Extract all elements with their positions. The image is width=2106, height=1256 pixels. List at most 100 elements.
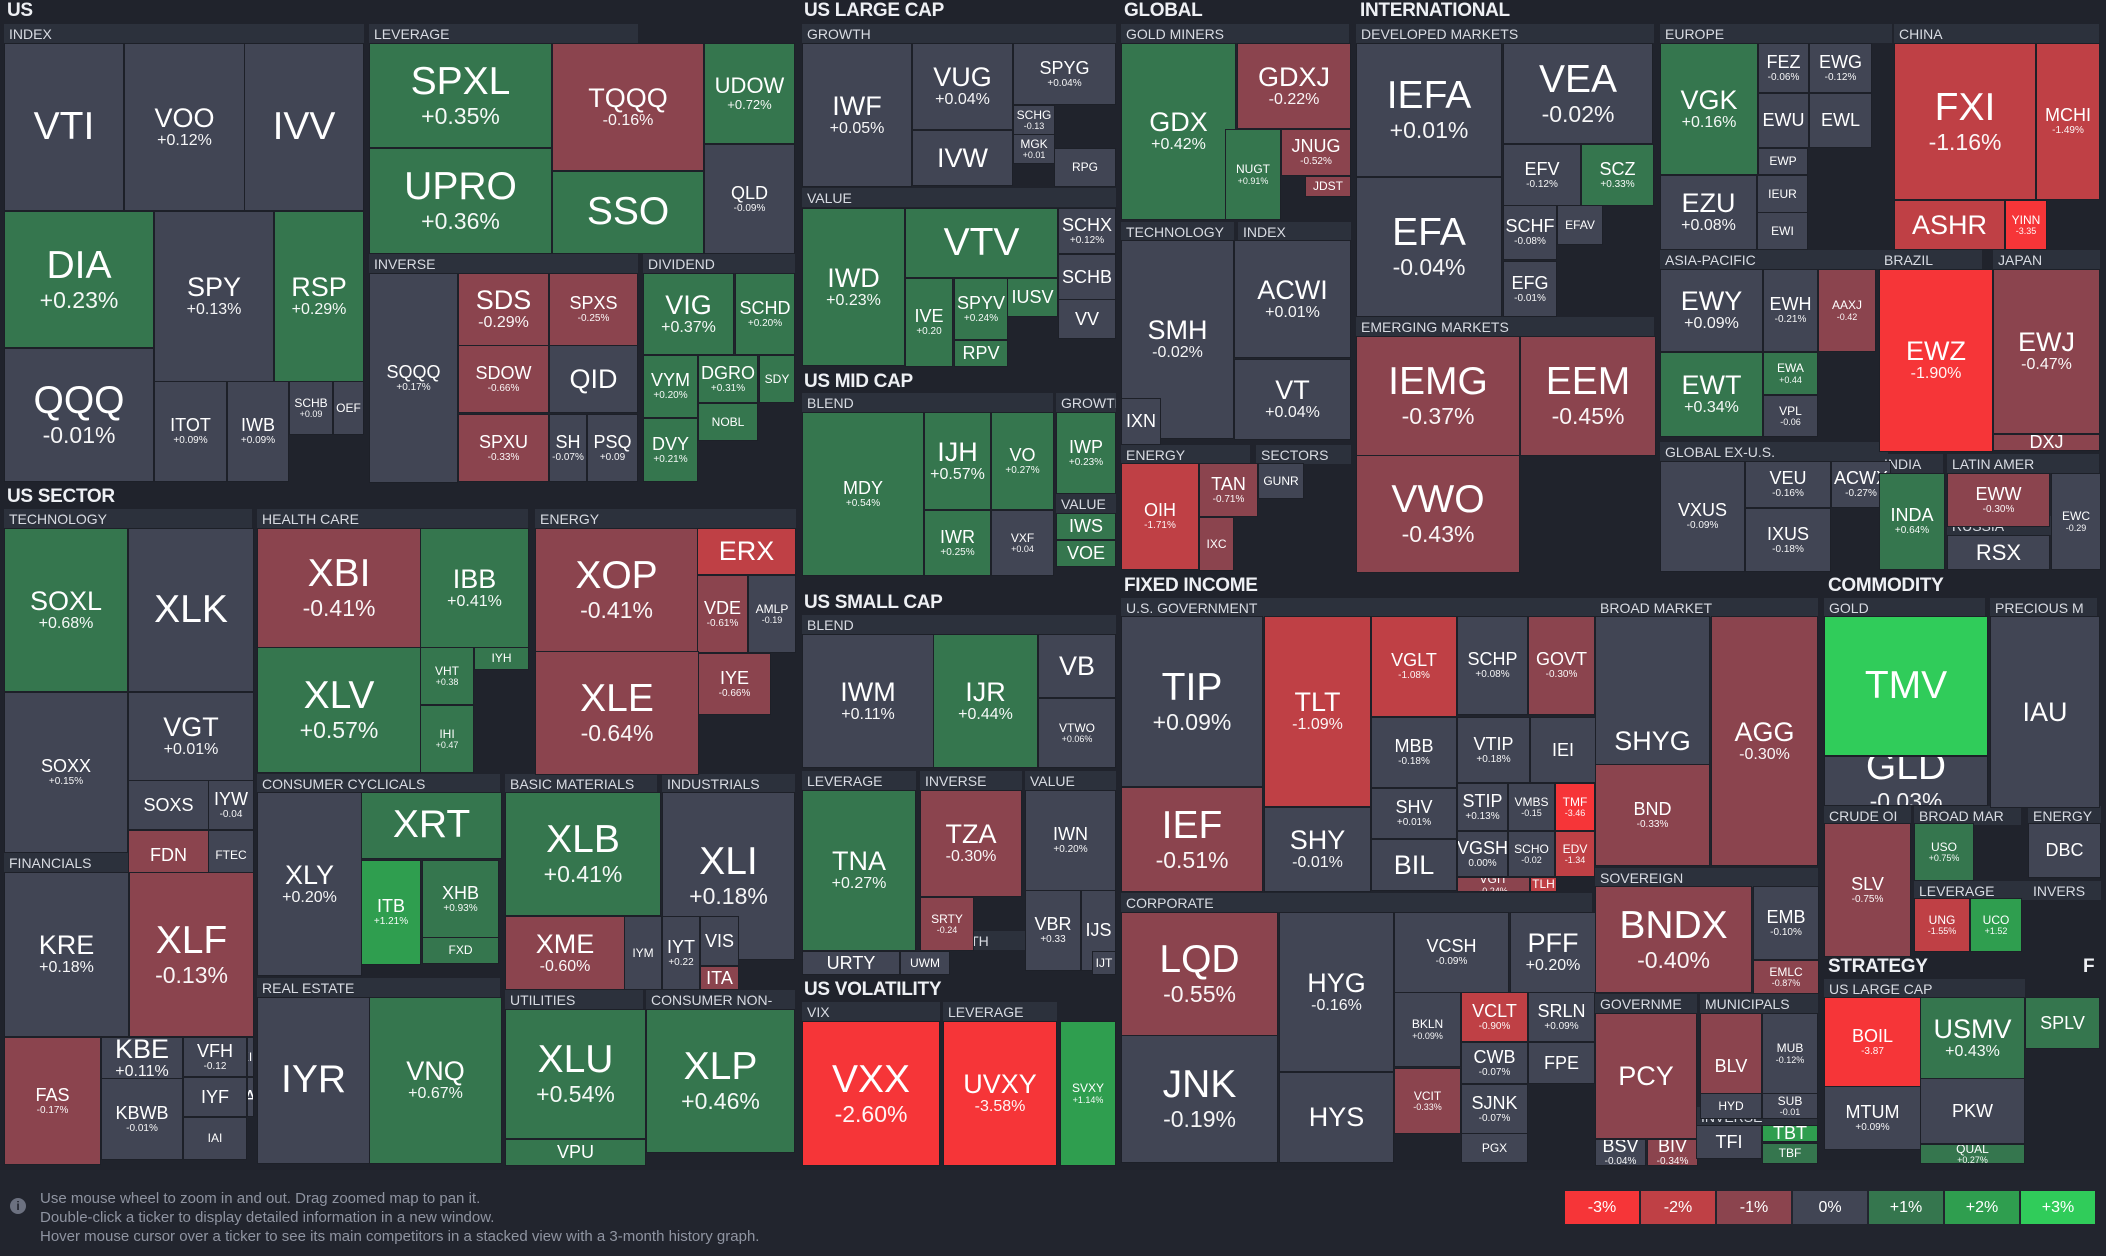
tile-rsx[interactable]: RSX (1947, 535, 2050, 570)
tile-jdst[interactable]: JDST (1305, 176, 1351, 197)
tile-pcy[interactable]: PCY (1595, 1013, 1697, 1139)
tile-vis[interactable]: VIS (700, 916, 739, 966)
tile-vgk[interactable]: VGK +0.16% (1660, 43, 1758, 175)
tile-gdxj[interactable]: GDXJ -0.22% (1237, 43, 1351, 129)
tile-tlt[interactable]: TLT -1.09% (1264, 616, 1371, 807)
tile-xop[interactable]: XOP -0.41% (535, 528, 698, 652)
tile-schd[interactable]: SCHD +0.20% (735, 273, 795, 355)
tile-vtip[interactable]: VTIP +0.18% (1457, 717, 1530, 783)
tile-vgsh[interactable]: VGSH 0.00% (1457, 831, 1508, 877)
tile-ewu[interactable]: EWU (1758, 93, 1809, 148)
tile-ibb[interactable]: IBB +0.41% (420, 528, 529, 648)
tile-xbi[interactable]: XBI -0.41% (257, 528, 421, 648)
tile-ijt[interactable]: IJT (1092, 951, 1116, 975)
tile-scz[interactable]: SCZ +0.33% (1581, 144, 1654, 206)
tile-iwp[interactable]: IWP +0.23% (1056, 412, 1116, 494)
tile-bnd[interactable]: BND -0.33% (1595, 764, 1710, 866)
tile-vxus[interactable]: VXUS -0.09% (1660, 461, 1745, 572)
tile-xlp[interactable]: XLP +0.46% (646, 1009, 795, 1153)
tile-iyt[interactable]: IYT +0.22 (662, 916, 700, 990)
tile-vpu[interactable]: VPU (505, 1139, 646, 1166)
tile-tbt[interactable]: TBT (1762, 1125, 1818, 1142)
tile-sqqq[interactable]: SQQQ +0.17% (369, 273, 458, 483)
tile-edv[interactable]: EDV -1.34 (1555, 831, 1595, 877)
tile-lqd[interactable]: LQD -0.55% (1121, 912, 1278, 1036)
tile-vti[interactable]: VTI (4, 43, 124, 211)
tile-ewz[interactable]: EWZ -1.90% (1879, 269, 1993, 452)
tile-splv[interactable]: SPLV (2025, 997, 2100, 1049)
tile-dgro[interactable]: DGRO +0.31% (698, 355, 758, 403)
tile-ashr[interactable]: ASHR (1894, 200, 2005, 250)
tile-iyw[interactable]: IYW -0.04 (208, 780, 254, 830)
tile-spxl[interactable]: SPXL +0.35% (369, 43, 552, 148)
tile-eww[interactable]: EWW -0.30% (1947, 473, 2050, 527)
tile-iwf[interactable]: IWF +0.05% (802, 43, 912, 187)
tile-tan[interactable]: TAN -0.71% (1199, 463, 1258, 517)
tile-iyf[interactable]: IYF (183, 1077, 247, 1117)
tile-efav[interactable]: EFAV (1557, 205, 1603, 245)
tile-fez[interactable]: FEZ -0.06% (1758, 43, 1809, 93)
tile-pkw[interactable]: PKW (1920, 1078, 2025, 1144)
tile-shy[interactable]: SHY -0.01% (1264, 807, 1371, 892)
tile-vgt[interactable]: VGT +0.01% (128, 692, 254, 781)
tile-spy[interactable]: SPY +0.13% (154, 211, 274, 382)
tile-emlc[interactable]: EMLC -0.87% (1753, 960, 1819, 994)
tile-tip[interactable]: TIP +0.09% (1121, 616, 1263, 787)
tile-tza[interactable]: TZA -0.30% (920, 790, 1022, 897)
tile-govt[interactable]: GOVT -0.30% (1528, 616, 1595, 715)
tile-ieur[interactable]: IEUR (1757, 175, 1808, 213)
tile-schx[interactable]: SCHX +0.12% (1058, 208, 1116, 254)
tile-ivw[interactable]: IVW (912, 130, 1013, 186)
tile-schf[interactable]: SCHF -0.08% (1503, 205, 1557, 260)
tile-stip[interactable]: STIP +0.13% (1457, 783, 1508, 831)
tile-xlb[interactable]: XLB +0.41% (505, 792, 661, 916)
tile-iusv[interactable]: IUSV (1007, 278, 1058, 317)
tile-tmv[interactable]: TMV (1824, 616, 1988, 756)
tile-erx[interactable]: ERX (697, 528, 796, 575)
tile-kbwb[interactable]: KBWB -0.01% (101, 1078, 183, 1160)
tile-oef[interactable]: OEF (333, 381, 364, 435)
tile-iefa[interactable]: IEFA +0.01% (1356, 43, 1502, 177)
tile-ezu[interactable]: EZU +0.08% (1660, 175, 1757, 250)
tile-voo[interactable]: VOO +0.12% (124, 43, 245, 211)
tile-ftec[interactable]: FTEC (208, 830, 254, 880)
tile-voe[interactable]: VOE (1056, 540, 1116, 567)
tile-iwd[interactable]: IWD +0.23% (802, 208, 905, 366)
etf-heatmap[interactable]: US US LARGE CAP GLOBAL INTERNATIONAL US SECT… (0, 0, 2106, 1170)
tile-vbr[interactable]: VBR +0.33 (1025, 890, 1081, 971)
tile-kre[interactable]: KRE +0.18% (4, 872, 129, 1037)
tile-soxs[interactable]: SOXS (128, 780, 209, 830)
tile-ita[interactable]: ITA (700, 966, 739, 990)
tile-ewp[interactable]: EWP (1758, 148, 1808, 175)
tile-rpv[interactable]: RPV (954, 340, 1008, 367)
tile-vtwo[interactable]: VTWO +0.06% (1038, 698, 1116, 768)
tile-vpl[interactable]: VPL -0.06 (1763, 395, 1818, 437)
tile-xlu[interactable]: XLU +0.54% (505, 1009, 646, 1139)
tile-bsv[interactable]: BSV -0.04% (1595, 1139, 1646, 1166)
tile-pgx[interactable]: PGX (1461, 1133, 1528, 1163)
tile-kbe[interactable]: KBE +0.11% (101, 1037, 183, 1079)
tile-sh[interactable]: SH -0.07% (549, 414, 587, 482)
tile-xme[interactable]: XME -0.60% (505, 916, 625, 990)
tile-ewi[interactable]: EWI (1757, 212, 1808, 250)
tile-iwn[interactable]: IWN +0.20% (1025, 790, 1116, 891)
tile-fpe[interactable]: FPE (1528, 1042, 1595, 1084)
tile-itot[interactable]: ITOT +0.09% (154, 381, 227, 482)
tile-sdow[interactable]: SDOW -0.66% (458, 345, 549, 413)
tile-boil[interactable]: BOIL -3.87 (1824, 997, 1921, 1087)
tile-urty[interactable]: URTY (802, 951, 900, 975)
tile-iai[interactable]: IAI (183, 1117, 247, 1160)
tile-tna[interactable]: TNA +0.27% (802, 790, 916, 951)
tile-sub[interactable]: SUB -0.01 (1762, 1093, 1818, 1119)
tile-dia[interactable]: DIA +0.23% (4, 211, 154, 348)
tile-vht[interactable]: VHT +0.38 (420, 647, 474, 705)
tile-sso[interactable]: SSO (552, 171, 704, 254)
tile-cwb[interactable]: CWB -0.07% (1461, 1042, 1528, 1084)
tile-fdn[interactable]: FDN (128, 830, 209, 880)
tile-sds[interactable]: SDS -0.29% (458, 273, 549, 346)
tile-schb[interactable]: SCHB +0.09 (289, 381, 333, 435)
tile-upro[interactable]: UPRO +0.36% (369, 148, 552, 254)
tile-yinn[interactable]: YINN -3.35 (2005, 200, 2047, 250)
tile-uvxy[interactable]: UVXY -3.58% (943, 1021, 1057, 1166)
tile-srln[interactable]: SRLN +0.09% (1528, 992, 1595, 1042)
